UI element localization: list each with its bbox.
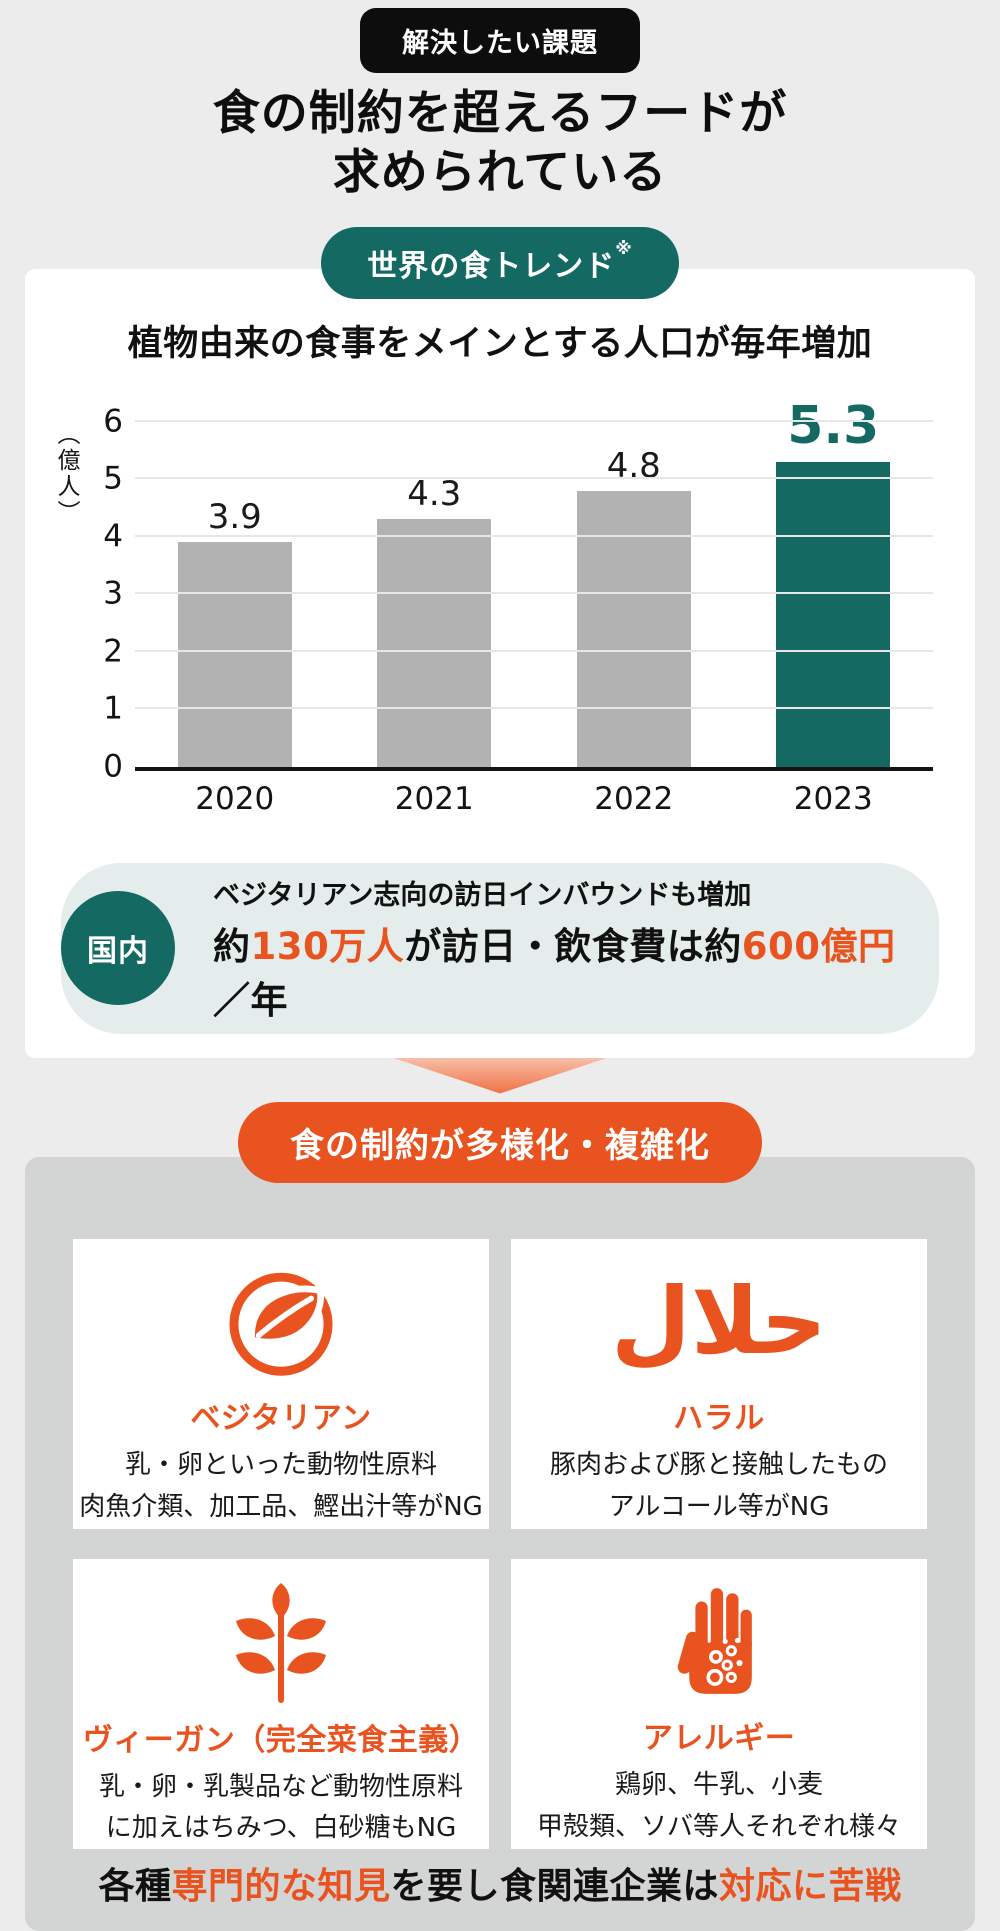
x-axis-tick-label: 2020 [195, 780, 275, 817]
restriction-description: 豚肉および豚と接触したもの アルコール等がNG [549, 1450, 888, 1522]
bar [177, 542, 292, 767]
y-axis-tick: 1 [103, 690, 123, 727]
x-axis-tick-label: 2021 [394, 780, 474, 817]
chart-bars: 3.9 4.3 4.8 5.3 [135, 400, 934, 767]
bar-column: 4.3 [335, 422, 535, 767]
y-axis-unit-label: （億人） [53, 421, 79, 526]
bar-column: 5.3 [734, 400, 934, 767]
text-segment: 600億円 [741, 924, 896, 968]
restriction-description: 乳・卵といった動物性原料 肉魚介類、加工品、鰹出汁等がNG [79, 1450, 483, 1522]
bar-value-label: 5.3 [787, 395, 880, 456]
y-axis-tick: 5 [103, 460, 123, 497]
restriction-box-allergy: アレルギー 鶏卵、牛乳、小麦 甲殻類、ソバ等人それぞれ様々 [511, 1558, 927, 1849]
page-title-line1: 食の制約を超えるフードが [212, 86, 788, 141]
text-segment: 対応に苦戦 [719, 1865, 902, 1907]
down-arrow-icon [386, 1055, 614, 1094]
restrictions-card: ベジタリアン 乳・卵といった動物性原料 肉魚介類、加工品、鰹出汁等がNG حلال… [25, 1156, 975, 1931]
restriction-description: 乳・卵・乳製品など動物性原料 に加えはちみつ、白砂糖もNG [98, 1771, 463, 1844]
restriction-label: ハラル [673, 1401, 765, 1437]
text-segment: が訪日・飲食費は約 [404, 924, 742, 968]
vegan-plant-icon [226, 1582, 336, 1703]
halal-calligraphy: حلال [611, 1267, 827, 1375]
text-segment: ／年 [213, 978, 288, 1022]
y-axis-tick: 0 [103, 748, 123, 784]
allergy-hand-icon [667, 1583, 771, 1702]
bar [576, 490, 691, 767]
restrictions-grid: ベジタリアン 乳・卵といった動物性原料 肉魚介類、加工品、鰹出汁等がNG حلال… [73, 1238, 927, 1849]
chart-title: 植物由来の食事をメインとする人口が毎年増加 [127, 323, 873, 364]
grid-line [135, 419, 933, 422]
page-title-line2: 求められている [332, 144, 668, 200]
domestic-strip: 国内 ベジタリアン志向の訪日インバウンドも増加 約130万人が訪日・飲食費は約6… [61, 862, 939, 1034]
grid-line [135, 534, 933, 537]
restriction-box-vegan: ヴィーガン（完全菜食主義） 乳・卵・乳製品など動物性原料 に加えはちみつ、白砂糖も… [73, 1558, 489, 1849]
restriction-description: 鶏卵、牛乳、小麦 甲殻類、ソバ等人それぞれ様々 [536, 1770, 901, 1842]
restriction-label: ヴィーガン（完全菜食主義） [82, 1722, 480, 1758]
text-segment: 約 [213, 924, 251, 968]
restriction-label: ベジタリアン [190, 1401, 372, 1437]
restriction-label: アレルギー [642, 1721, 796, 1757]
text-segment: 各種 [98, 1865, 172, 1907]
grid-line [135, 477, 933, 479]
vegetarian-leaf-icon [225, 1263, 337, 1382]
grid-line [135, 649, 933, 652]
footnote-mark: ※ [615, 238, 633, 259]
restrictions-footer: 各種専門的な知見を要し食関連企業は対応に苦戦 [73, 1857, 927, 1909]
chart-plot: （億人） 3.9 4.3 4.8 5.3 0 1 2 3 4 5 6 [53, 400, 934, 782]
x-axis-tick-label: 2022 [594, 780, 674, 817]
grid-line [135, 707, 933, 709]
world-trend-badge-label: 世界の食トレンド [367, 248, 616, 284]
halal-icon: حلال [611, 1263, 827, 1382]
bar-value-label: 4.3 [407, 474, 462, 515]
domestic-badge: 国内 [61, 891, 175, 1005]
restriction-box-halal: حلال ハラル 豚肉および豚と接触したもの アルコール等がNG [511, 1238, 927, 1529]
x-axis-tick-label: 2023 [793, 780, 873, 817]
text-segment: を要し食関連企業は [390, 1865, 720, 1907]
bar [377, 519, 492, 767]
text-segment: 専門的な知見 [171, 1865, 391, 1907]
restriction-box-vegetarian: ベジタリアン 乳・卵といった動物性原料 肉魚介類、加工品、鰹出汁等がNG [73, 1238, 489, 1529]
y-axis-tick: 4 [103, 518, 123, 554]
bar-value-label: 3.9 [207, 497, 262, 538]
x-axis-labels: 2020 2021 2022 2023 [135, 781, 933, 817]
bar-column: 3.9 [135, 422, 335, 767]
issue-badge: 解決したい課題 [360, 8, 640, 73]
y-axis-tick: 2 [103, 633, 123, 669]
bar [776, 461, 891, 767]
restrictions-header-pill: 食の制約が多様化・複雑化 [238, 1101, 762, 1183]
text-segment: 130万人 [250, 924, 405, 968]
page-title: 食の制約を超えるフードが 求められている [0, 85, 1000, 203]
domestic-line1: ベジタリアン志向の訪日インバウンドも増加 [213, 879, 752, 911]
y-axis-tick: 3 [103, 575, 123, 612]
y-axis-tick: 6 [103, 403, 123, 439]
world-trend-section: 世界の食トレンド※ 植物由来の食事をメインとする人口が毎年増加 （億人） 3.9… [0, 226, 1000, 1058]
bar-column: 4.8 [534, 422, 734, 767]
bar-value-label: 4.8 [606, 445, 661, 486]
grid-line [135, 592, 933, 594]
world-trend-badge: 世界の食トレンド※ [321, 226, 679, 299]
domestic-line2: 約130万人が訪日・飲食費は約600億円 ／年 [213, 916, 919, 1024]
trend-card: 植物由来の食事をメインとする人口が毎年増加 （億人） 3.9 4.3 4.8 5.3 … [25, 268, 975, 1058]
